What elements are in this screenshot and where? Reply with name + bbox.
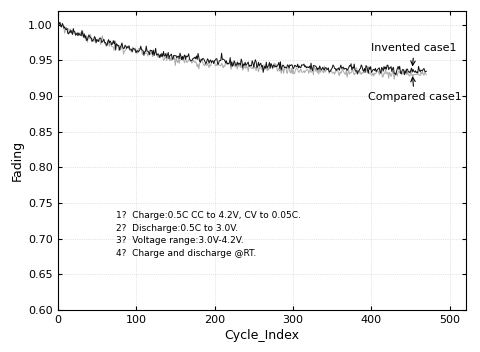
X-axis label: Cycle_Index: Cycle_Index (224, 329, 299, 342)
Text: 1?  Charge:0.5C CC to 4.2V, CV to 0.05C.
2?  Discharge:0.5C to 3.0V.
3?  Voltage: 1? Charge:0.5C CC to 4.2V, CV to 0.05C. … (117, 212, 301, 258)
Text: Compared case1: Compared case1 (368, 77, 461, 102)
Text: Invented case1: Invented case1 (372, 43, 457, 65)
Y-axis label: Fading: Fading (11, 140, 24, 181)
